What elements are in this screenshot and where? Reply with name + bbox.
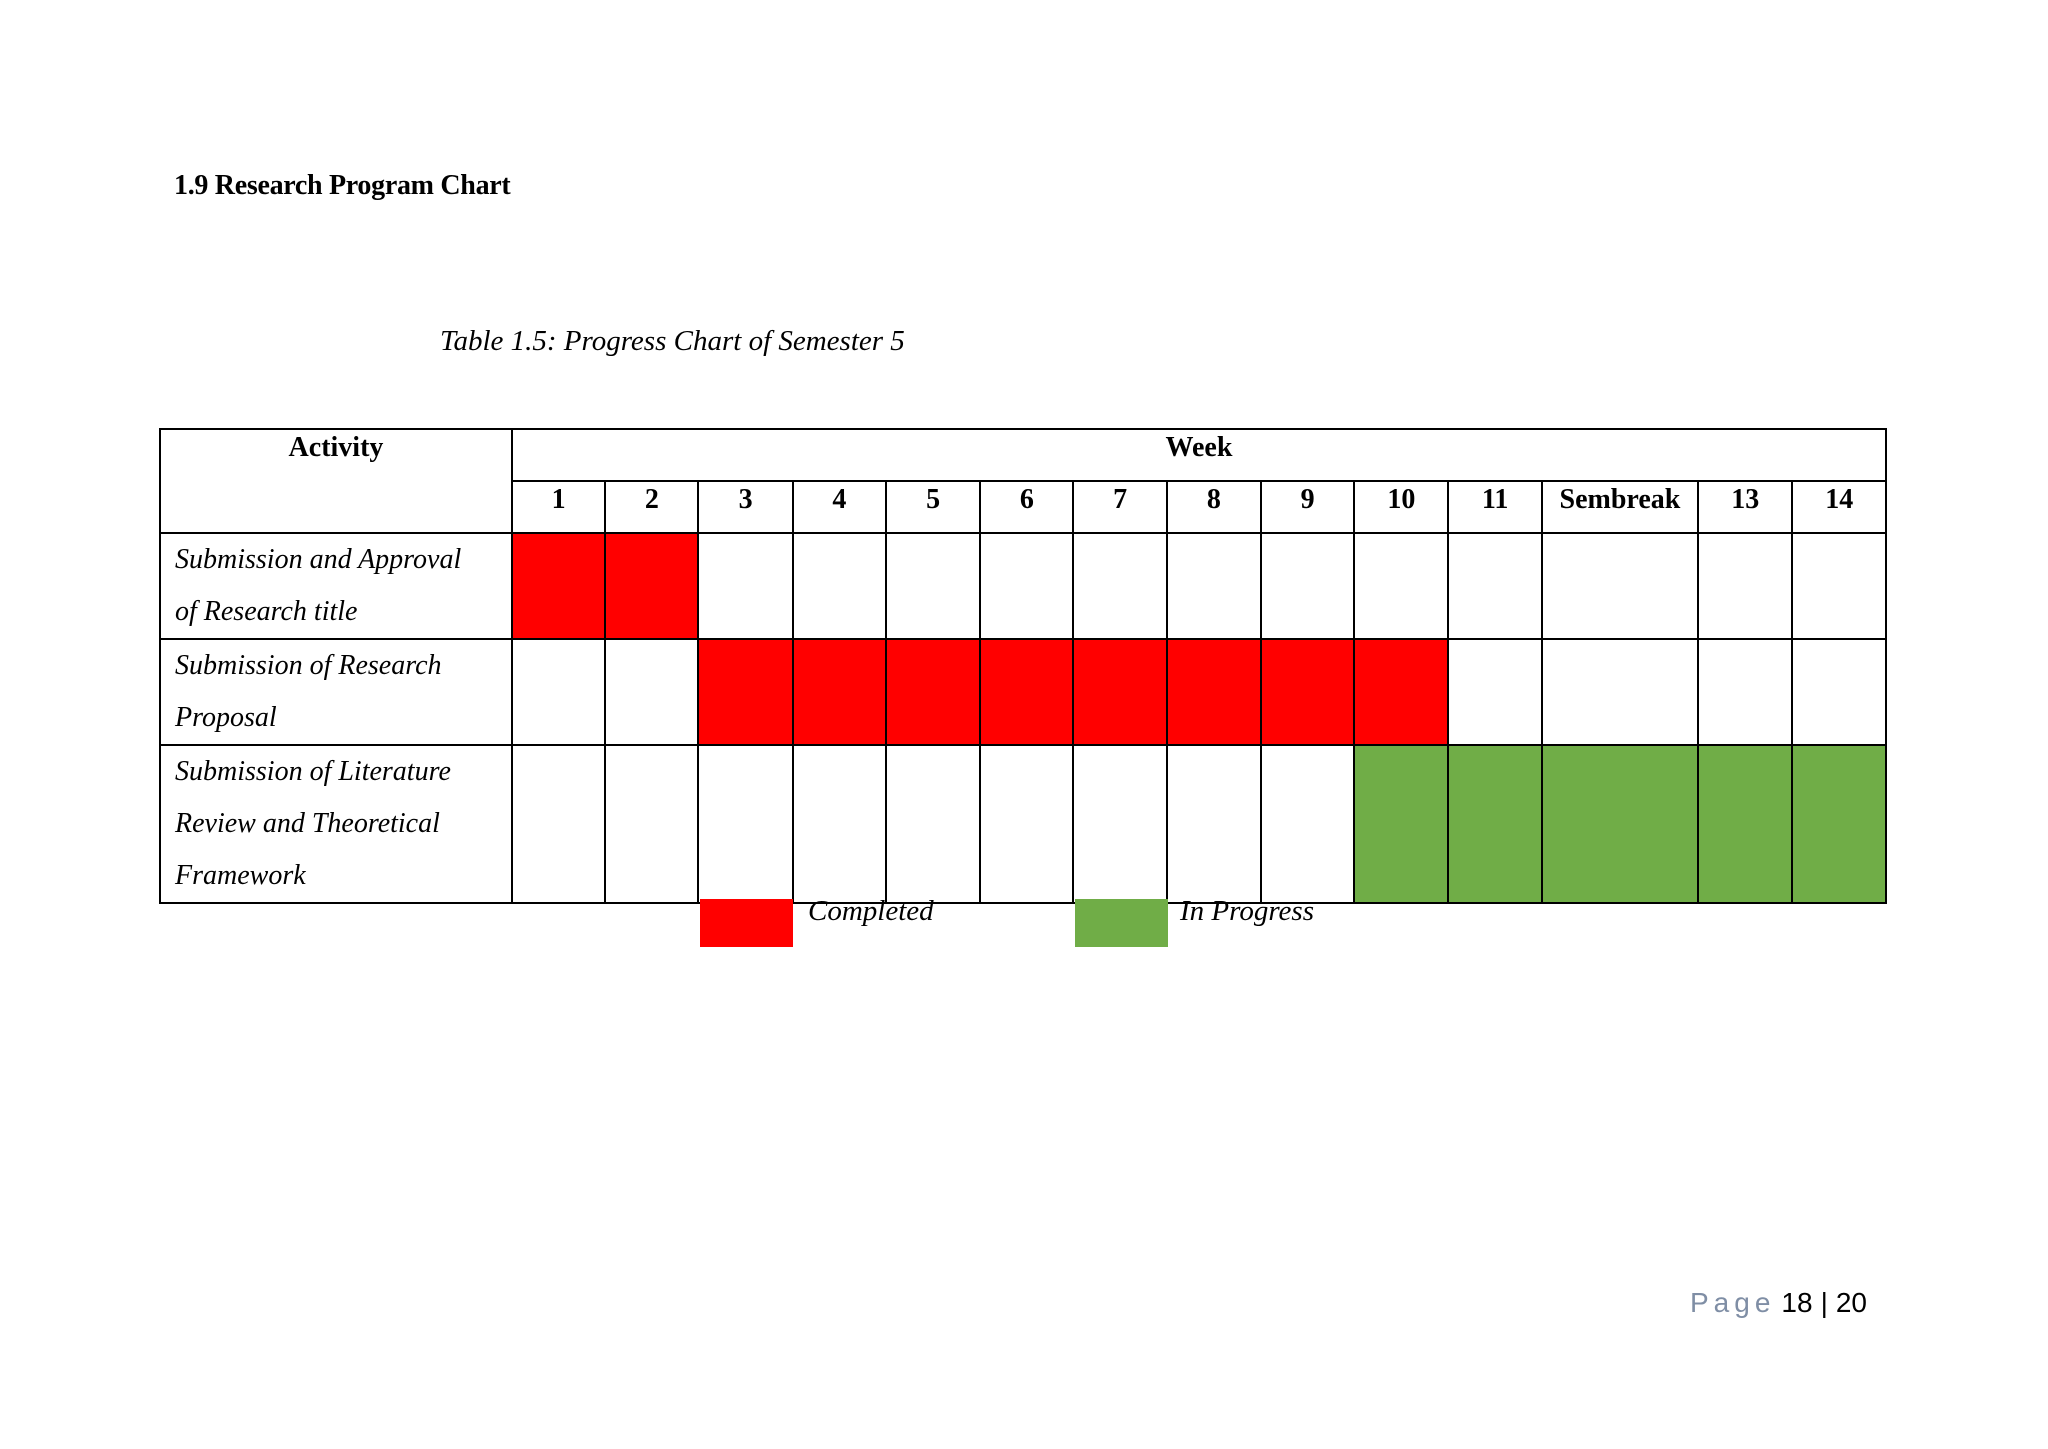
week-status-empty [1072,532,1168,640]
week-cell: 9 [1259,480,1356,534]
week-status-completed [1353,638,1450,746]
activity-name: Submission of Literature Review and Theor… [159,744,513,904]
legend-completed-label: Completed [808,895,934,927]
week-status-completed [979,638,1075,746]
week-status-empty [697,532,794,640]
activity-name-line: Framework [175,860,306,891]
total-page-number: 20 [1835,1287,1867,1318]
table-caption: Table 1.5: Progress Chart of Semester 5 [440,325,905,357]
week-status-empty [1259,532,1356,640]
week-status-empty [979,532,1075,640]
week-status-in-progress [1791,744,1887,904]
week-status-empty [791,532,887,640]
legend-completed-swatch [700,899,793,947]
week-status-empty [1791,532,1887,640]
activity-row: Submission of Literature Review and Theor… [159,744,1887,904]
week-status-empty [1697,532,1794,640]
week-cell: 13 [1697,480,1794,534]
legend-in-progress-swatch [1075,899,1168,947]
activity-name-line: Submission of Research [175,650,442,681]
activity-name-line: of Research title [175,596,358,627]
week-status-completed [510,532,607,640]
week-cell: 6 [979,480,1075,534]
week-status-empty [604,638,700,746]
week-status-empty [884,532,982,640]
week-status-empty [1697,638,1794,746]
activity-name: Submission and Approval of Research title [159,532,513,640]
week-status-in-progress [1540,744,1700,904]
week-status-empty [1165,532,1262,640]
week-status-empty [510,744,607,904]
week-status-in-progress [1697,744,1794,904]
week-cell: 4 [791,480,887,534]
week-status-empty [1447,532,1543,640]
week-cell: 8 [1165,480,1262,534]
week-status-in-progress [1353,744,1450,904]
page-word: Page [1690,1287,1776,1318]
progress-chart-table: Activity Week 1 2 3 4 5 6 7 8 9 10 11 Sembreak 13 14 … [159,428,1888,904]
week-status-empty [604,744,700,904]
week-cell: Sembreak [1540,480,1700,534]
activity-name-line: Submission and Approval [175,544,462,575]
legend-in-progress-label: In Progress [1180,895,1314,927]
current-page-number: 18 [1781,1287,1813,1318]
week-cell: 11 [1447,480,1543,534]
week-cell: 14 [1791,480,1887,534]
week-status-completed [1259,638,1356,746]
week-status-completed [604,532,700,640]
week-status-empty [1165,744,1262,904]
week-status-empty [1259,744,1356,904]
activity-header: Activity [159,428,513,534]
week-status-empty [979,744,1075,904]
week-status-empty [1353,532,1450,640]
section-heading: 1.9 Research Program Chart [174,170,511,201]
week-cell: 10 [1353,480,1450,534]
week-status-empty [1540,638,1700,746]
week-status-empty [791,744,887,904]
activity-row: Submission of Research Proposal [159,638,1887,746]
week-cell: 3 [697,480,794,534]
week-cell: 2 [604,480,700,534]
week-number-row: 1 2 3 4 5 6 7 8 9 10 11 Sembreak 13 14 [160,480,1887,534]
week-status-completed [791,638,887,746]
week-status-completed [1072,638,1168,746]
week-cell: 1 [510,480,607,534]
week-cell: 5 [884,480,982,534]
week-status-completed [697,638,794,746]
page-separator: | [1820,1287,1828,1318]
week-status-empty [1540,532,1700,640]
week-status-completed [1165,638,1262,746]
activity-name-line: Submission of Literature [175,756,451,787]
week-status-empty [510,638,607,746]
week-status-empty [1447,638,1543,746]
week-header: Week [510,428,1888,482]
activity-row: Submission and Approval of Research title [159,532,1887,640]
activity-name: Submission of Research Proposal [159,638,513,746]
week-status-empty [697,744,794,904]
week-status-in-progress [1447,744,1543,904]
week-status-completed [884,638,982,746]
page-footer: Page 18 | 20 [1690,1287,1867,1319]
week-status-empty [1072,744,1168,904]
week-cell: 7 [1072,480,1168,534]
activity-name-line: Proposal [175,702,277,733]
week-status-empty [1791,638,1887,746]
activity-name-line: Review and Theoretical [175,808,440,839]
week-status-empty [884,744,982,904]
